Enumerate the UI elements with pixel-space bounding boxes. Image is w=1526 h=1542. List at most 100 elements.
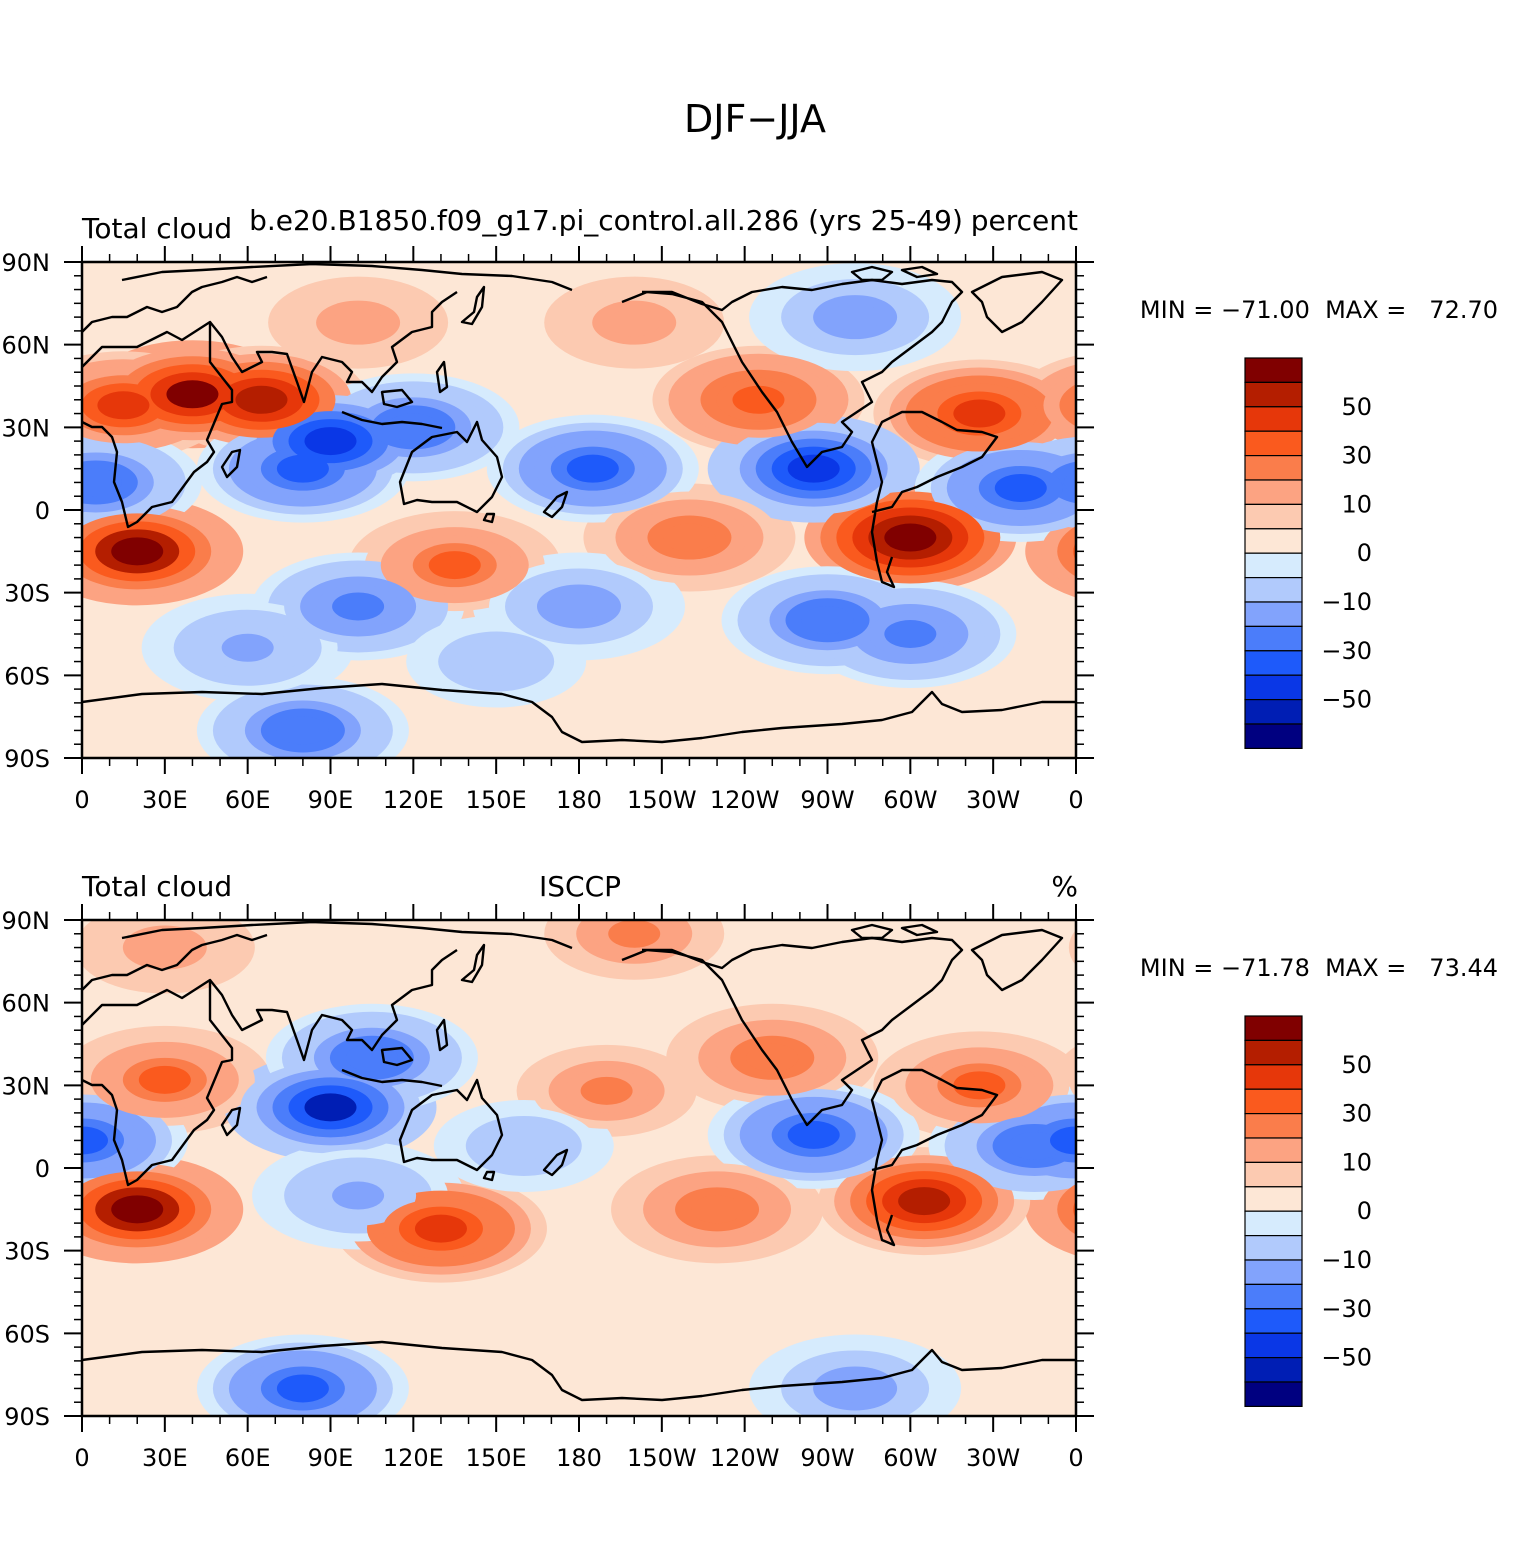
lon-tick-label: 30W bbox=[966, 1444, 1020, 1472]
field-contour bbox=[1393, 1207, 1477, 1251]
lat-tick-label: 60S bbox=[4, 662, 50, 690]
colorbar-swatch bbox=[1244, 1112, 1303, 1139]
field-contour bbox=[111, 1195, 164, 1224]
field-contour bbox=[1515, 576, 1526, 636]
field-contour bbox=[580, 1076, 633, 1105]
field-contour bbox=[0, 484, 22, 592]
panel-obs-left-title: Total cloud bbox=[81, 870, 232, 903]
colorbar-label: 30 bbox=[1341, 442, 1372, 470]
field-contour bbox=[82, 1126, 108, 1155]
colorbar-swatch bbox=[1244, 1259, 1303, 1285]
field-contour bbox=[1377, 1199, 1493, 1259]
field-contour bbox=[1057, 1184, 1076, 1235]
field-contour bbox=[1310, 1174, 1394, 1218]
colorbar-swatch bbox=[1244, 674, 1303, 701]
field-contour bbox=[787, 454, 840, 483]
colorbar-swatch bbox=[1244, 698, 1303, 725]
field-contour bbox=[138, 1065, 191, 1094]
lon-tick-label: 0 bbox=[1068, 1444, 1083, 1472]
field-contour bbox=[663, 523, 716, 552]
field-contour bbox=[829, 303, 882, 332]
field-contour bbox=[1085, 1042, 1233, 1118]
field-contour bbox=[1008, 1131, 1061, 1160]
field-contour bbox=[1063, 470, 1076, 495]
field-contour bbox=[1057, 526, 1076, 577]
field-contour bbox=[1432, 632, 1526, 692]
field-contour bbox=[1448, 640, 1526, 684]
field-contour bbox=[1492, 1132, 1526, 1160]
field-contour bbox=[1089, 1187, 1173, 1231]
lon-tick-label: 150E bbox=[466, 786, 527, 814]
colorbar-swatch bbox=[1244, 406, 1303, 432]
field-contour bbox=[414, 1214, 467, 1243]
field-contour bbox=[1068, 1061, 1076, 1098]
lon-tick-label: 60W bbox=[883, 1444, 937, 1472]
lon-tick-label: 120E bbox=[383, 1444, 444, 1472]
field-contour bbox=[898, 1187, 951, 1216]
colorbar-swatch bbox=[1244, 552, 1303, 579]
field-contour bbox=[1483, 560, 1526, 652]
field-contour bbox=[428, 551, 481, 580]
field-contour bbox=[1481, 415, 1526, 523]
field-contour bbox=[387, 413, 440, 442]
colorbar-swatch bbox=[1244, 1332, 1303, 1359]
lat-tick-label: 30N bbox=[2, 414, 51, 442]
colorbar-swatch bbox=[1244, 1088, 1303, 1115]
field-contour bbox=[1460, 1116, 1526, 1176]
field-contour bbox=[1059, 384, 1076, 427]
field-contour bbox=[1407, 543, 1491, 587]
field-contour bbox=[1068, 929, 1076, 966]
lat-tick-label: 30S bbox=[4, 580, 50, 608]
lon-tick-label: 0 bbox=[74, 786, 89, 814]
lat-tick-label: 30S bbox=[4, 1238, 50, 1266]
colorbar-swatch bbox=[1244, 528, 1303, 554]
field-contour bbox=[787, 1120, 840, 1149]
colorbar-swatch bbox=[1244, 1186, 1303, 1212]
field-contour bbox=[1359, 519, 1526, 611]
field-contour bbox=[1423, 551, 1475, 579]
colorbar-label: 10 bbox=[1341, 1148, 1372, 1176]
field-contour bbox=[1101, 1050, 1217, 1110]
field-contour bbox=[1428, 1100, 1526, 1192]
panel-obs: Total cloud ISCCP % 90N 60N 30N 0 30S 60S 90S 0… bbox=[2, 870, 1526, 1472]
field-contour bbox=[1375, 527, 1523, 603]
lon-tick-label: 30W bbox=[966, 786, 1020, 814]
colorbar-swatch bbox=[1244, 1039, 1303, 1066]
lon-tick-label: 150E bbox=[466, 1444, 527, 1472]
lat-tick-label: 60N bbox=[2, 332, 51, 360]
colorbar-swatch bbox=[1244, 503, 1303, 530]
lon-tick-label: 60E bbox=[225, 786, 271, 814]
field-contour bbox=[1400, 616, 1526, 708]
field-contour bbox=[332, 1181, 385, 1210]
field-contour bbox=[1416, 624, 1526, 700]
field-contour bbox=[1301, 373, 1513, 481]
field-contour bbox=[1050, 1126, 1076, 1155]
colorbar-swatch bbox=[1244, 601, 1303, 627]
lat-tick-label: 60N bbox=[2, 990, 51, 1018]
field-contour bbox=[1073, 542, 1076, 561]
colorbar-swatch bbox=[1244, 381, 1303, 408]
lon-tick-label: 120E bbox=[383, 786, 444, 814]
field-contour bbox=[470, 647, 523, 676]
field-contour bbox=[1075, 401, 1076, 409]
field-contour bbox=[138, 933, 191, 962]
field-contour bbox=[608, 920, 661, 948]
field-contour bbox=[1105, 537, 1157, 565]
panel-model-left-title: Total cloud bbox=[81, 212, 232, 245]
field-contour bbox=[332, 308, 385, 337]
lat-tick-label: 90S bbox=[4, 1403, 50, 1431]
field-contour bbox=[1152, 602, 1332, 694]
field-contour bbox=[1381, 413, 1433, 441]
field-contour bbox=[1052, 1046, 1076, 1114]
field-contour bbox=[1073, 1200, 1076, 1219]
lon-tick-label: 30E bbox=[142, 1444, 188, 1472]
colorbar-swatch bbox=[1244, 1356, 1303, 1383]
lon-tick-label: 30E bbox=[142, 786, 188, 814]
field-contour bbox=[1133, 1066, 1185, 1094]
colorbar-swatch bbox=[1244, 723, 1303, 749]
field-contour bbox=[1464, 648, 1516, 676]
field-contour bbox=[1497, 423, 1526, 515]
field-contour bbox=[1409, 1215, 1461, 1243]
field-contour bbox=[1513, 431, 1526, 507]
